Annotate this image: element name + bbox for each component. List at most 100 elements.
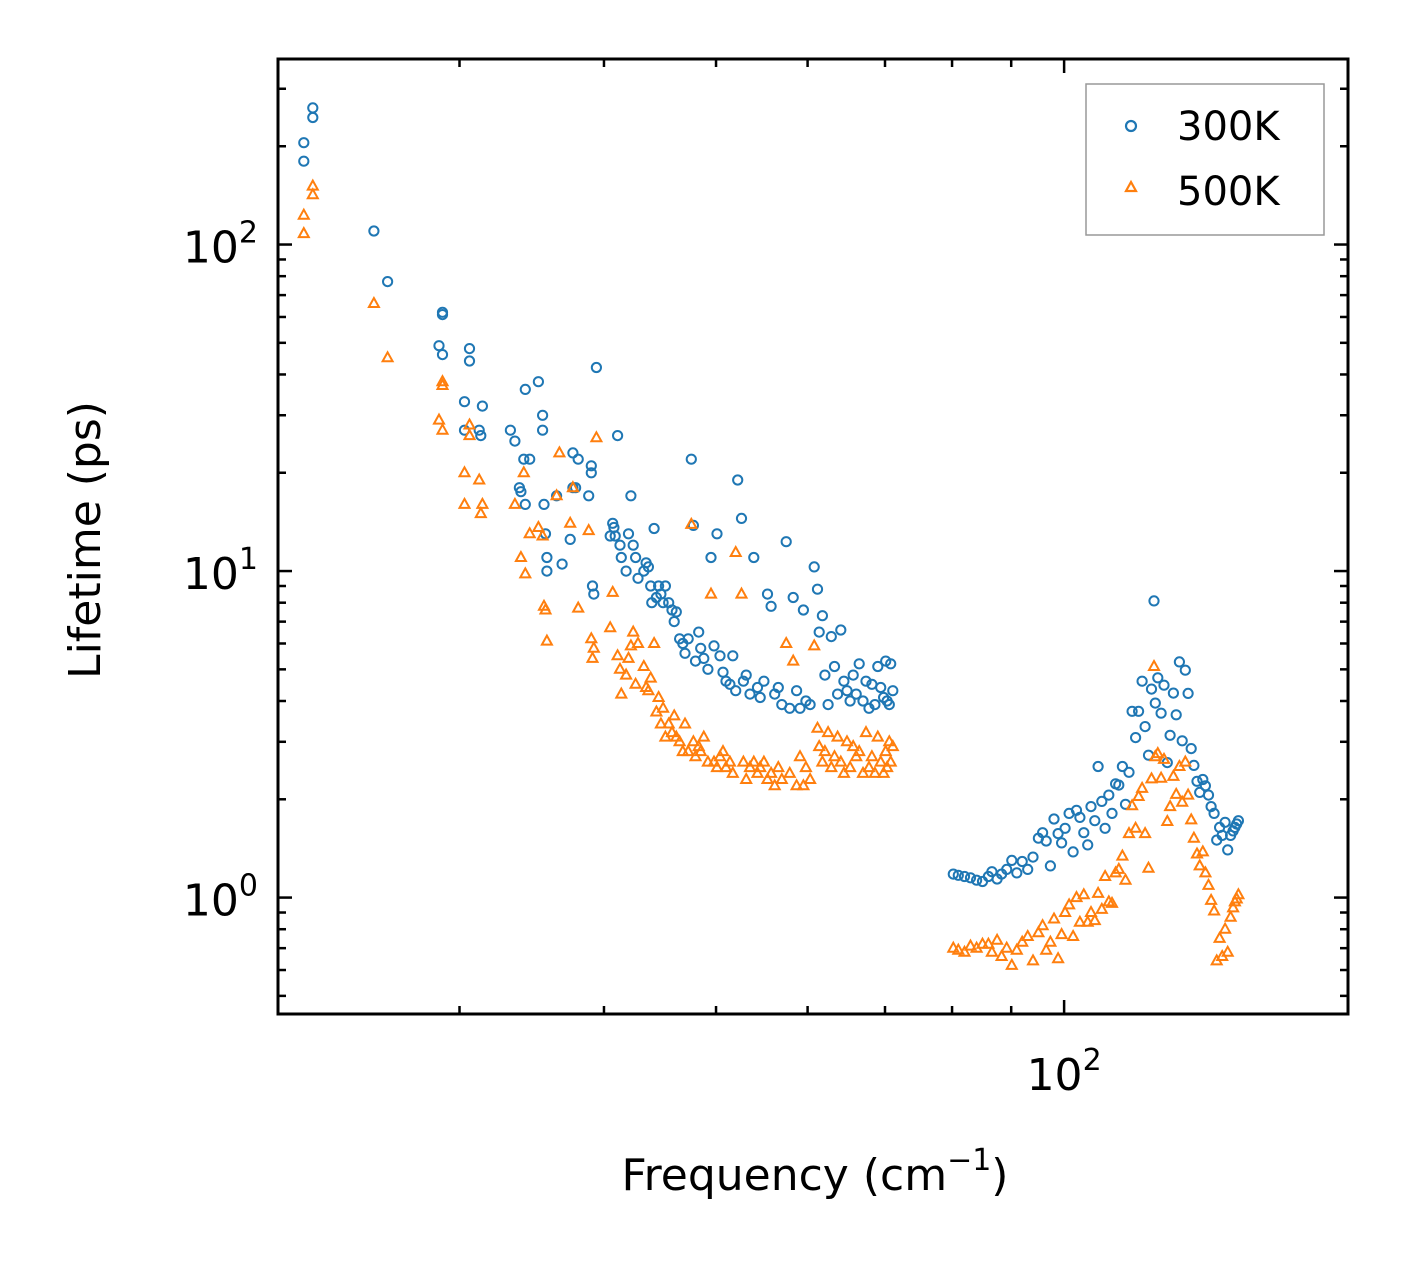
data-point [958,870,971,883]
data-point [1105,895,1119,908]
data-point [822,699,834,711]
data-point [693,626,705,638]
data-point [1144,771,1159,784]
data-point [736,754,751,767]
data-point [735,512,748,525]
data-point [885,658,897,670]
data-point [771,760,785,773]
data-point [572,453,584,465]
data-point [1179,664,1191,676]
data-point [723,754,737,767]
data-point [846,739,860,752]
plot-frame [276,57,1350,1016]
data-point [1058,904,1072,917]
data-point [645,580,657,592]
data-point [886,739,900,752]
data-point [825,631,837,643]
data-point [748,551,760,564]
data-point [757,754,771,767]
data-point [681,744,695,757]
data-point [1176,735,1188,747]
data-point [307,102,319,114]
data-point [1130,732,1142,744]
data-point [1138,826,1152,839]
data-point [1088,913,1102,926]
data-point [869,699,881,711]
data-point [1167,687,1180,699]
data-point [1175,794,1189,807]
data-point [672,734,687,747]
data-point [1089,815,1101,827]
data-point [791,685,803,697]
data-point [824,760,838,773]
data-point [457,465,472,478]
data-point [619,667,633,680]
legend-box [1085,83,1325,236]
data-point [368,225,380,237]
data-point [734,586,749,599]
data-point [306,178,320,191]
data-point [1139,721,1151,733]
data-point [436,349,449,361]
data-point [856,765,870,778]
data-point [1125,798,1139,811]
data-point [1066,928,1080,941]
data-point [1010,942,1024,955]
data-point [570,482,582,494]
data-point [647,635,661,648]
data-point [615,551,627,564]
data-point [698,652,710,665]
data-point [1163,799,1177,812]
data-point [1160,813,1174,826]
data-point [704,586,718,599]
data-point [435,422,450,435]
data-point [458,396,471,408]
data-point [1151,746,1165,759]
data-point [871,729,885,742]
data-point [1000,940,1014,953]
data-point [367,295,381,308]
data-point [298,137,310,149]
data-point [710,760,724,773]
data-point [648,522,660,535]
data-point [1185,743,1197,755]
data-point [1048,813,1060,825]
data-point [474,506,488,519]
data-point [819,669,831,681]
data-point [874,754,888,767]
data-point [1204,892,1218,905]
data-point [508,496,522,509]
data-point [694,744,708,757]
data-point [695,642,707,654]
data-point [868,765,882,778]
data-point [1052,828,1064,840]
data-point [1145,683,1158,695]
data-point [1092,760,1104,773]
data-point [812,739,826,752]
data-point [651,689,666,702]
data-point [1085,801,1097,813]
data-point [872,660,884,673]
data-point [1051,951,1065,964]
data-point [556,558,568,570]
data-point [847,669,859,681]
data-point [1184,812,1198,825]
data-point [682,633,694,645]
data-point [807,638,821,651]
data-point [584,631,598,644]
data-point [1091,885,1105,898]
data-point [436,309,449,321]
data-point [775,771,789,784]
data-point [841,685,853,697]
data-point [684,516,698,529]
data-point [1218,921,1232,934]
data-point [815,754,830,767]
data-point [862,760,876,773]
data-point [620,565,632,577]
series-300k [298,102,1245,888]
data-point [538,498,550,510]
data-point [457,496,472,509]
data-point [840,734,854,747]
data-point [875,681,887,694]
series-500k [297,178,1246,970]
